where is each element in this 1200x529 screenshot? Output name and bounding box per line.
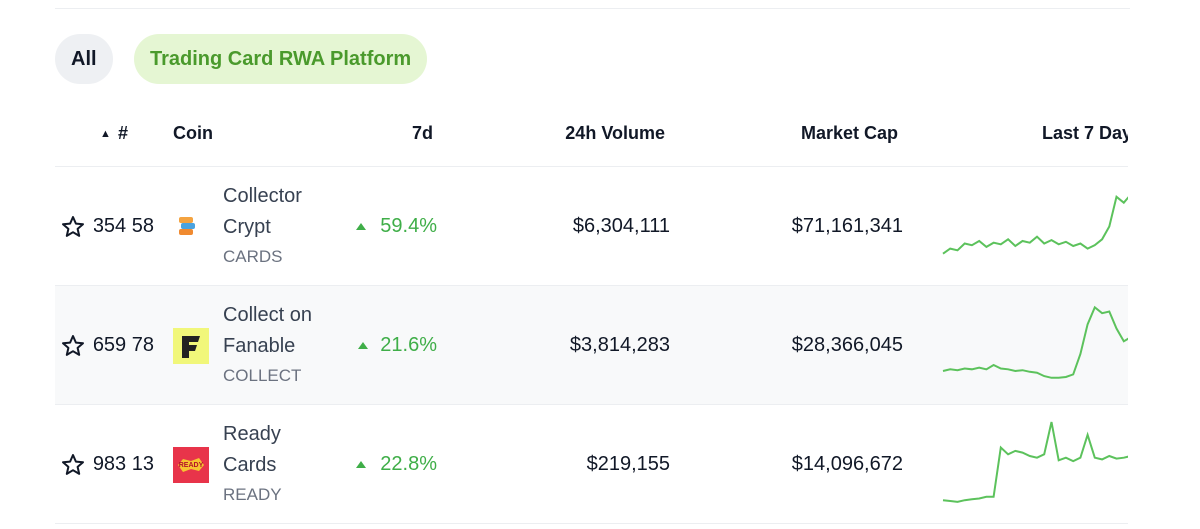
divider — [55, 523, 1128, 524]
change-7d: 59.4% — [380, 215, 437, 237]
svg-text:READY: READY — [179, 462, 204, 469]
table-row[interactable]: 58 354 Collector Crypt CARDS 59.4% $6,304,11… — [55, 167, 1128, 286]
volume-24h: $219,155 — [586, 453, 670, 475]
favorite-star[interactable] — [61, 215, 85, 239]
divider — [55, 285, 1128, 286]
coin-symbol: COLLECT — [223, 366, 302, 385]
divider — [55, 8, 1130, 9]
rank: 58 354 — [94, 215, 154, 237]
rank: 78 659 — [94, 334, 154, 356]
market-cap: $71,161,341 — [791, 215, 903, 237]
favorite-star[interactable] — [61, 453, 85, 477]
coin-name[interactable]: Collector Crypt — [223, 185, 302, 238]
market-cap: $14,096,672 — [791, 453, 903, 475]
coin-symbol: READY — [223, 485, 282, 504]
header-sparkline: Last 7 Days — [1042, 123, 1128, 143]
coin-name[interactable]: Collect on Fanable — [223, 304, 312, 357]
filter-pill[interactable]: Trading Card RWA Platform — [134, 34, 428, 84]
coin-icon — [179, 217, 195, 235]
table-row[interactable]: 13 983 READY Ready Cards READY 22.8% $219,155… — [55, 405, 1128, 524]
sparkline-chart — [942, 195, 1128, 255]
sparkline — [942, 305, 1128, 379]
market-cap: $28,366,045 — [791, 334, 903, 356]
header-volume[interactable]: 24h Volume — [565, 123, 665, 143]
coin-icon: READY — [173, 447, 209, 483]
coin-symbol: CARDS — [223, 247, 283, 266]
header-7d[interactable]: 7d — [411, 123, 433, 143]
table-row[interactable]: 78 659 Collect on Fanable COLLECT 21.6% $3,8… — [55, 286, 1128, 405]
sparkline — [942, 195, 1128, 255]
volume-24h: $6,304,111 — [572, 215, 670, 237]
coin-table: ▲ # Coin 7d 24h Volume Market Cap Last 7… — [55, 105, 1128, 529]
favorite-star[interactable] — [61, 334, 85, 358]
header-coin[interactable]: Coin — [173, 123, 213, 143]
header-rank[interactable]: # — [118, 123, 129, 143]
change-7d: 22.8% — [380, 453, 437, 475]
change-7d: 21.6% — [380, 334, 437, 356]
rank: 13 983 — [94, 453, 154, 475]
filter-pill[interactable]: All — [55, 34, 113, 84]
sparkline-chart — [942, 421, 1128, 503]
divider — [55, 404, 1128, 405]
sparkline-chart — [942, 305, 1128, 379]
header-market-cap[interactable]: Market Cap — [800, 123, 898, 143]
up-arrow — [356, 461, 366, 468]
coin-name[interactable]: Ready Cards — [223, 423, 281, 476]
volume-24h: $3,814,283 — [569, 334, 670, 356]
up-arrow — [356, 223, 366, 230]
up-arrow — [358, 342, 368, 349]
sort-icon[interactable]: ▲ — [100, 128, 111, 140]
sparkline — [942, 421, 1128, 503]
coin-icon — [173, 328, 209, 364]
divider — [55, 166, 1128, 167]
